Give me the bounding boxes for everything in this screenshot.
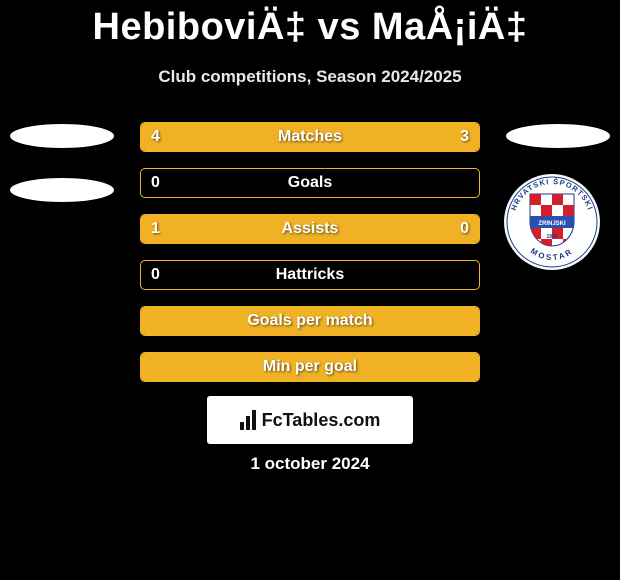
stat-row: 1Assists0 xyxy=(140,214,480,244)
stat-row: Goals per match xyxy=(140,306,480,336)
subtitle: Club competitions, Season 2024/2025 xyxy=(0,67,620,87)
badge-year: 1905 xyxy=(546,234,557,240)
stat-value-right: 3 xyxy=(460,123,469,151)
stat-row: 4Matches3 xyxy=(140,122,480,152)
badge-inner-text: ZRINJSKI xyxy=(538,221,566,227)
placeholder-badge xyxy=(506,124,610,148)
stat-row: 0Hattricks xyxy=(140,260,480,290)
stat-rows: 4Matches30Goals1Assists00HattricksGoals … xyxy=(140,122,480,398)
brand-text: FcTables.com xyxy=(262,410,381,431)
stat-label: Goals per match xyxy=(141,307,479,335)
stat-label: Assists xyxy=(141,215,479,243)
placeholder-badge xyxy=(10,178,114,202)
page-title: HebiboviÄ‡ vs MaÅ¡iÄ‡ xyxy=(0,0,620,49)
stat-label: Goals xyxy=(141,169,479,197)
stat-row: Min per goal xyxy=(140,352,480,382)
brand-bars-icon xyxy=(240,410,256,430)
club-badge: HRVATSKI ŠPORTSKI MOSTAR ZRINJSKI xyxy=(504,174,600,270)
left-placeholder-badges xyxy=(10,124,114,202)
stat-value-right: 0 xyxy=(460,215,469,243)
footer-brand: FcTables.com xyxy=(207,396,413,444)
stat-label: Matches xyxy=(141,123,479,151)
stat-label: Hattricks xyxy=(141,261,479,289)
date-text: 1 october 2024 xyxy=(0,454,620,474)
placeholder-badge xyxy=(10,124,114,148)
stat-label: Min per goal xyxy=(141,353,479,381)
stat-row: 0Goals xyxy=(140,168,480,198)
club-badge-svg: HRVATSKI ŠPORTSKI MOSTAR ZRINJSKI xyxy=(504,174,600,270)
